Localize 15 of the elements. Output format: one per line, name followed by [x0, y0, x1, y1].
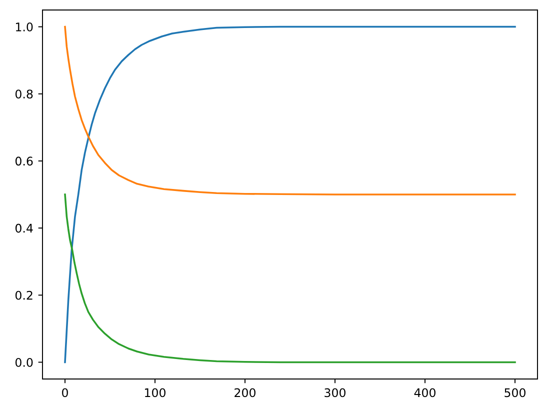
x-tick-label: 500: [504, 388, 526, 398]
line-series: [64, 26, 516, 196]
x-tick-label: 0: [62, 388, 68, 398]
y-tick-label: 0.2: [15, 290, 32, 300]
y-tick-label: 0.4: [15, 224, 33, 233]
x-tick-label: 400: [414, 388, 436, 398]
y-tick-label: 0.0: [15, 358, 33, 367]
line-series: [64, 194, 516, 364]
y-tick-label: 1.0: [16, 22, 33, 32]
x-tick-label: 100: [145, 388, 166, 398]
x-tick-label: 200: [234, 388, 256, 398]
line-series: [64, 26, 516, 364]
y-tick-label: 0.6: [15, 156, 33, 166]
x-tick-label: 300: [324, 388, 346, 398]
y-tick-label: 0.8: [15, 90, 33, 99]
